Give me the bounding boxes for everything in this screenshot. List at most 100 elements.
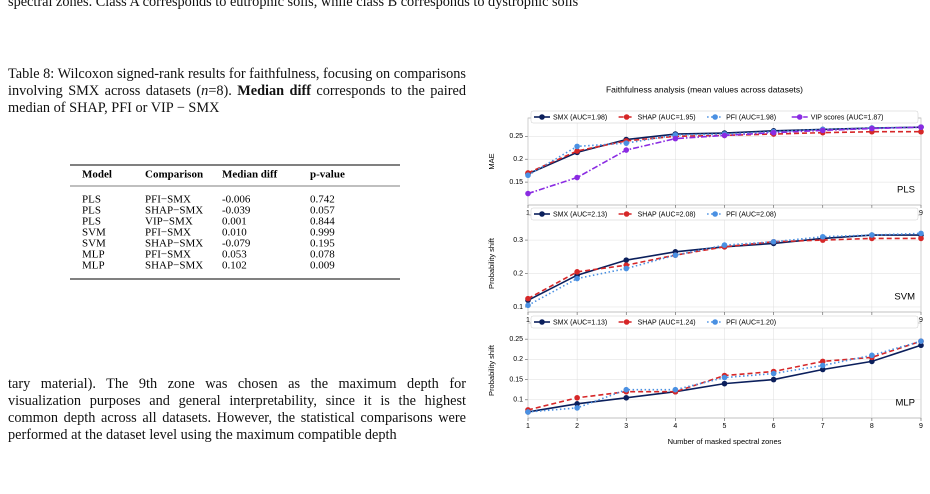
table-cell: SVM: [82, 238, 106, 250]
table-cell: SVM: [82, 227, 106, 239]
point: [819, 358, 826, 365]
legend-marker: [623, 319, 630, 325]
point: [819, 366, 826, 373]
legend-box: [530, 110, 919, 124]
y-tick-label: 0.2: [513, 156, 523, 163]
y-tick-label: 0.25: [509, 133, 523, 140]
legend-marker: [712, 114, 718, 120]
y-tick-label: 0.25: [509, 336, 523, 343]
point: [574, 401, 580, 407]
point: [525, 190, 531, 197]
series-line: [527, 232, 922, 307]
table-cell: PLS: [82, 205, 101, 217]
x-tick-label: 5: [723, 423, 727, 430]
point: [918, 338, 924, 344]
point: [525, 295, 531, 302]
y-tick-label: 0.2: [513, 270, 523, 277]
table-cell: MLP: [82, 260, 105, 272]
x-tick-label: 6: [772, 423, 776, 430]
table-cell: 0.742: [310, 194, 335, 206]
table-header: p-value: [310, 169, 345, 181]
table-cell: PFI−SMX: [145, 249, 191, 261]
x-tick-label: 1: [526, 423, 530, 430]
legend-label: SMX (AUC=1.13): [553, 319, 607, 326]
point: [869, 358, 875, 365]
y-axis-label: MAE: [487, 153, 496, 169]
point: [721, 380, 728, 387]
point: [525, 302, 531, 309]
table-cell: 0.001: [222, 216, 247, 228]
x-tick-label: 1: [526, 210, 530, 217]
legend-label: PFI (AUC=2.08): [726, 211, 776, 218]
legend-marker: [539, 114, 545, 120]
table-cell: PFI−SMX: [145, 227, 191, 239]
x-tick-label: 4: [673, 423, 677, 430]
table-cell: PFI−SMX: [145, 194, 191, 206]
point: [574, 148, 580, 154]
point: [574, 143, 580, 150]
caption-text: corresponds to the paired median of SHAP…: [8, 83, 466, 116]
table-cell: 0.057: [310, 205, 335, 217]
point: [918, 342, 924, 349]
y-axis-label: Probability shift: [487, 344, 496, 396]
point: [918, 124, 924, 130]
legend-label: PFI (AUC=1.20): [726, 319, 776, 326]
y-tick-label: 0.3: [513, 237, 523, 244]
legend-label: SHAP (AUC=1.24): [638, 319, 696, 326]
legend-marker: [539, 211, 545, 217]
y-tick-label: 0.2: [513, 356, 523, 363]
table-cell: PLS: [82, 194, 101, 206]
table-caption: Table 8: Wilcoxon signed-rank results fo…: [8, 66, 466, 117]
table-cell: 0.010: [222, 227, 247, 239]
legend-label: SHAP (AUC=1.95): [638, 114, 696, 121]
point: [672, 135, 679, 142]
legend-box: [530, 207, 919, 221]
caption-text: =8).: [208, 83, 238, 99]
table-header: Median diff: [222, 169, 278, 181]
point: [574, 405, 580, 411]
panel-label: SVM: [894, 292, 915, 303]
x-tick-label: 9: [919, 423, 923, 430]
paragraph: tary material). The 9th zone was chosen …: [8, 376, 466, 443]
table-cell: VIP−SMX: [145, 216, 193, 228]
panel-label: PLS: [897, 185, 915, 196]
x-tick-label: 7: [821, 423, 825, 430]
table-cell: MLP: [82, 249, 105, 261]
point: [623, 386, 630, 393]
legend-label: SMX (AUC=2.13): [553, 211, 607, 218]
chart-title: Faithfulness analysis (mean values acros…: [606, 84, 803, 94]
point: [869, 125, 875, 132]
point: [672, 252, 679, 258]
point: [869, 352, 875, 359]
point: [819, 127, 826, 134]
legend-label: SHAP (AUC=2.08): [638, 211, 696, 218]
legend-marker: [539, 319, 545, 325]
table-cell: PLS: [82, 216, 101, 228]
table-cell: 0.102: [222, 260, 247, 272]
table-cell: SHAP−SMX: [145, 205, 203, 217]
point: [721, 242, 728, 248]
y-tick-label: 0.1: [513, 304, 523, 311]
point: [574, 174, 580, 181]
legend-label: PFI (AUC=1.98): [726, 114, 776, 121]
x-tick-label: 2: [575, 423, 579, 430]
point: [623, 394, 630, 401]
point: [623, 147, 630, 153]
point: [770, 370, 777, 377]
table-cell: 0.844: [310, 216, 335, 228]
legend-marker: [623, 114, 630, 120]
legend-box: [530, 315, 919, 329]
series-line: [527, 237, 921, 300]
table-cell: -0.006: [222, 194, 251, 206]
table: Model Comparison Median diff p-value PLS PFI−…: [70, 164, 400, 280]
table-cell: -0.079: [222, 238, 251, 250]
table-cell: -0.039: [222, 205, 251, 217]
table-cell: 0.195: [310, 238, 335, 250]
point: [525, 409, 531, 415]
point: [525, 172, 531, 179]
table-cell: SHAP−SMX: [145, 260, 203, 272]
point: [918, 230, 924, 237]
legend-label: VIP scores (AUC=1.87): [811, 114, 884, 121]
x-tick-label: 1: [526, 317, 530, 324]
